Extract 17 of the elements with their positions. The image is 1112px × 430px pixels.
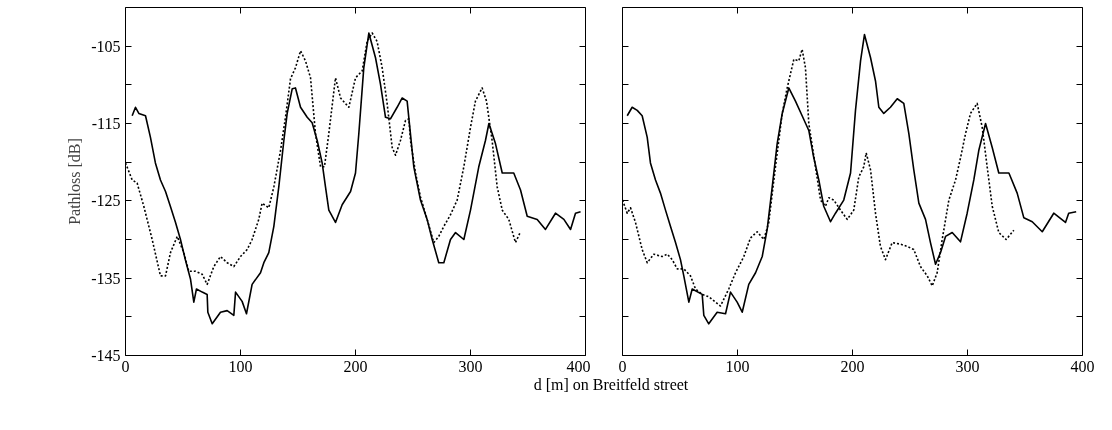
- y-axis-title: Pathloss [dB]: [66, 138, 84, 225]
- x-tick-label: 0: [121, 357, 130, 375]
- x-tick-label: 100: [725, 357, 750, 375]
- x-tick-label: 0: [618, 357, 627, 375]
- y-tick-label: -135: [91, 269, 121, 287]
- x-tick-label: 100: [228, 357, 253, 375]
- x-tick-label: 400: [566, 357, 591, 375]
- x-tick-label: 400: [1070, 357, 1095, 375]
- x-axis-title: d [m] on Breitfeld street: [533, 375, 689, 395]
- y-tick-label: -145: [91, 347, 121, 364]
- x-tick-label: 300: [458, 357, 483, 375]
- y-tick-label: -125: [91, 192, 121, 210]
- y-tick-label: -105: [91, 37, 121, 55]
- y-tick-label: -115: [91, 115, 121, 132]
- x-tick-label: 200: [840, 357, 865, 375]
- x-tick-label: 200: [343, 357, 368, 375]
- x-tick-label: 300: [955, 357, 980, 375]
